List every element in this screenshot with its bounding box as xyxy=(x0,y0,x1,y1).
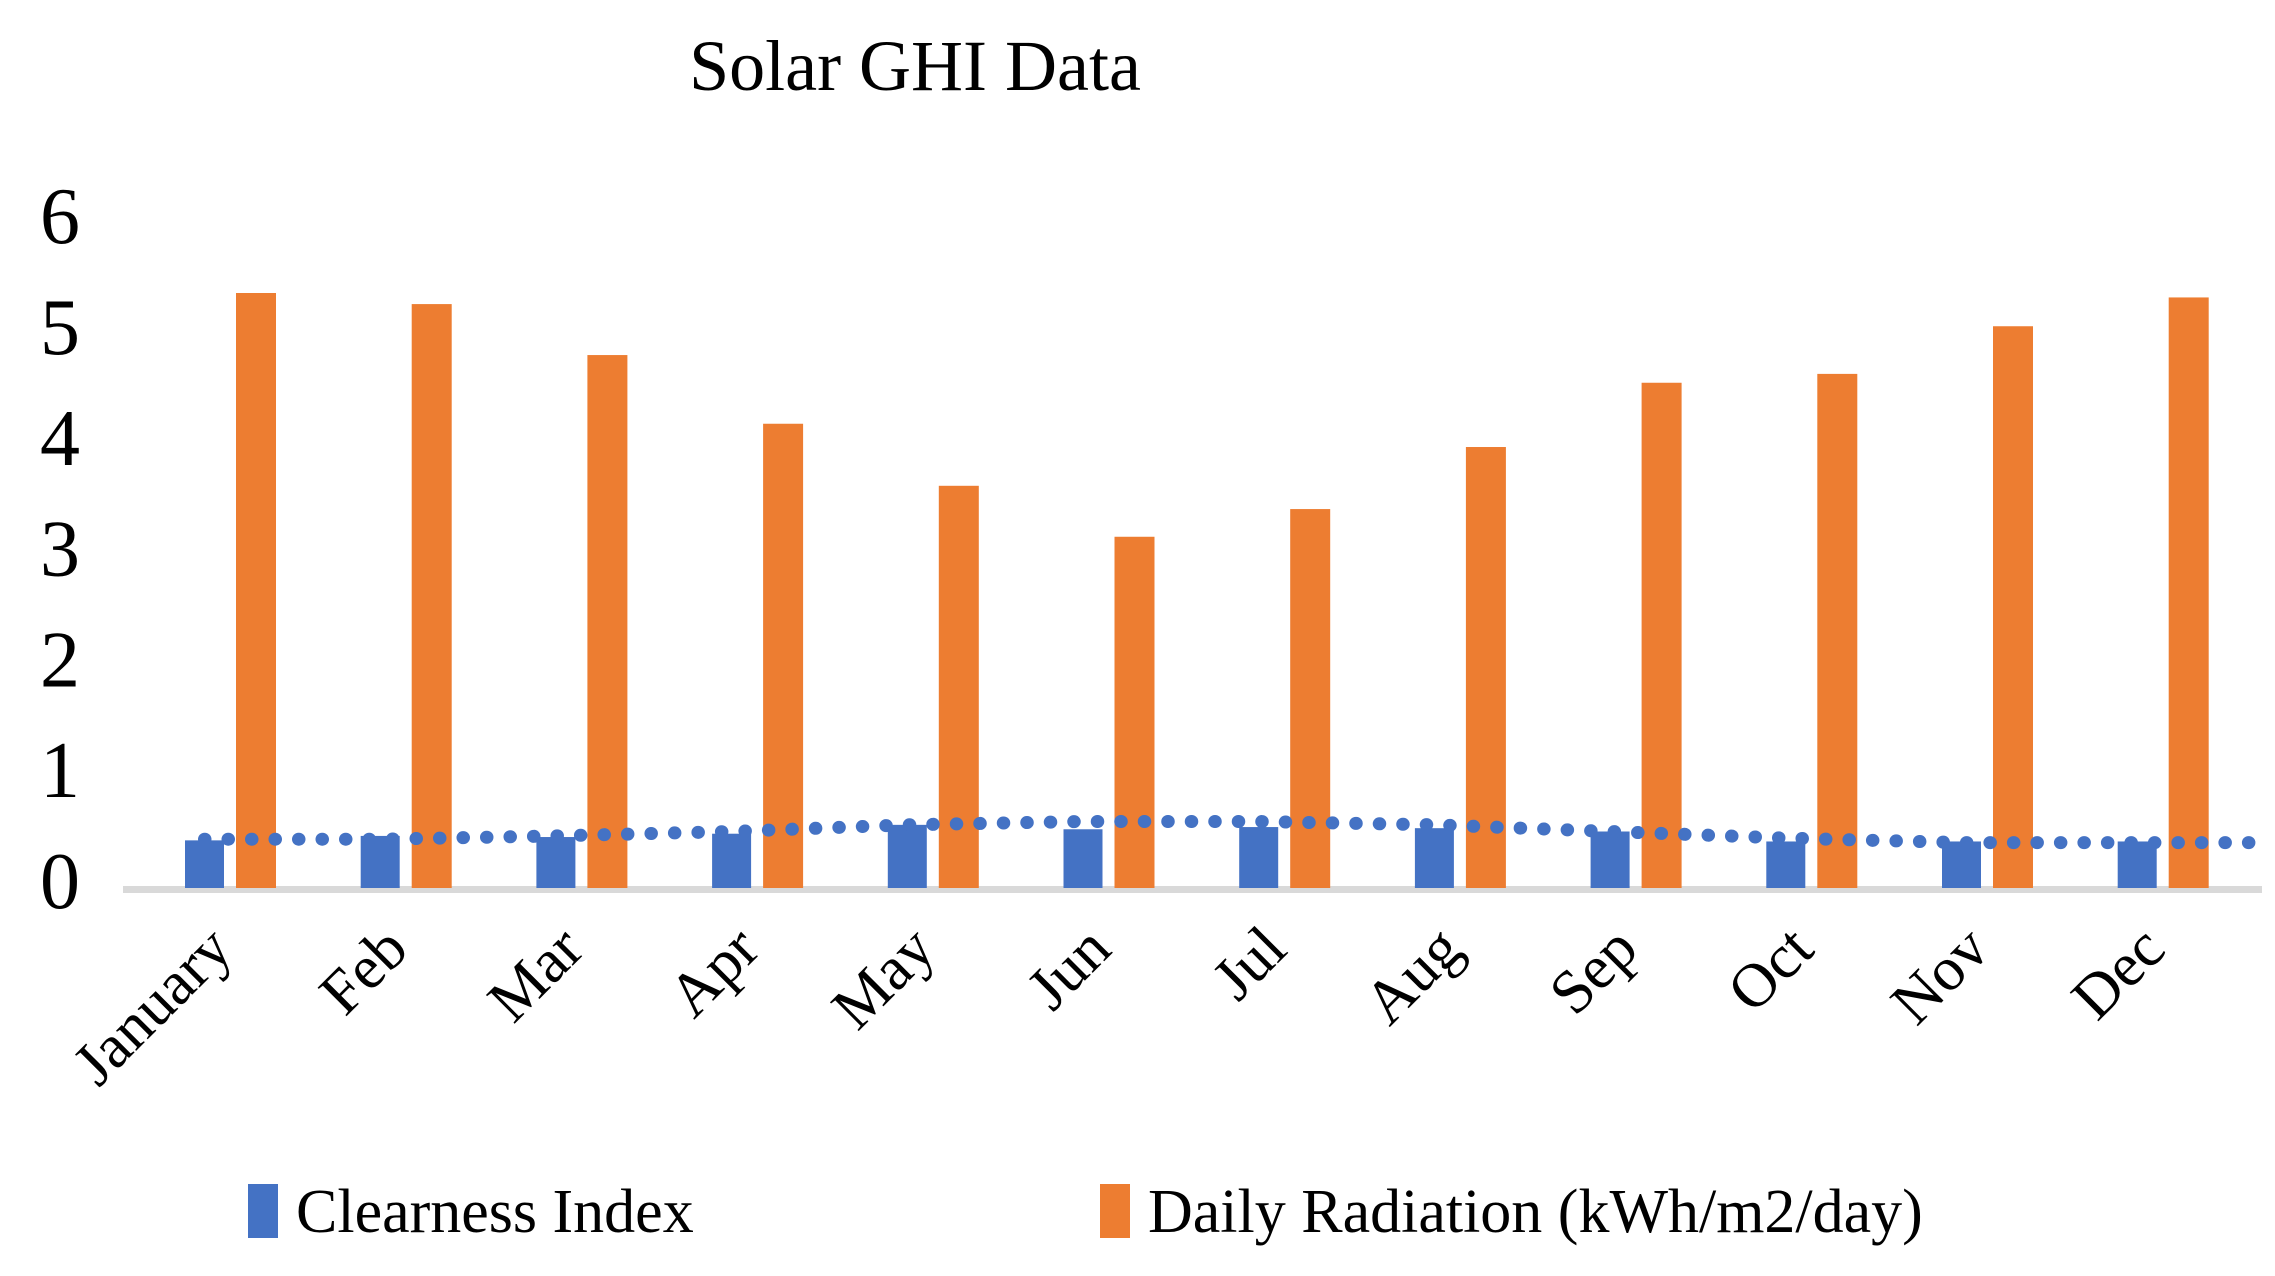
x-axis-category-label-dec: Dec xyxy=(2059,914,2178,1033)
chart-title: Solar GHI Data xyxy=(689,26,1141,106)
x-axis-category-label-nov: Nov xyxy=(1878,914,2002,1038)
y-axis-tick-label-6: 6 xyxy=(40,173,80,261)
bar-daily-radiation-january xyxy=(236,293,276,888)
bar-clearness-index-jun xyxy=(1063,829,1103,888)
bar-daily-radiation-oct xyxy=(1817,373,1858,888)
y-axis-tick-label-4: 4 xyxy=(40,395,80,483)
x-axis-category-label-sep: Sep xyxy=(1537,914,1651,1028)
x-axis-category-label-january: January xyxy=(60,914,244,1098)
bar-daily-radiation-nov xyxy=(1993,326,2033,888)
plot-area: 0 1 2 3 4 5 6 January Feb Mar Apr May Jun Jul Aug Sep Oc… xyxy=(40,173,2262,1098)
bar-clearness-index-may xyxy=(887,824,927,888)
bar-clearness-index-oct xyxy=(1766,841,1806,888)
x-axis-category-label-mar: Mar xyxy=(475,914,596,1035)
bar-daily-radiation-apr xyxy=(763,423,804,888)
bar-clearness-index-nov xyxy=(1942,841,1981,888)
legend-label-daily-radiation: Daily Radiation (kWh/m2/day) xyxy=(1148,1178,1923,1246)
bar-daily-radiation-mar xyxy=(587,355,628,888)
legend-swatch-daily-radiation xyxy=(1100,1184,1130,1238)
x-axis-category-label-feb: Feb xyxy=(307,914,421,1028)
bar-daily-radiation-jun xyxy=(1114,536,1155,888)
x-axis-category-label-jul: Jul xyxy=(1200,914,1299,1013)
bar-daily-radiation-jul xyxy=(1290,509,1331,888)
bar-clearness-index-jul xyxy=(1239,827,1279,888)
legend: Clearness Index Daily Radiation (kWh/m2/… xyxy=(248,1178,1923,1246)
y-axis-tick-label-3: 3 xyxy=(40,506,80,594)
y-axis-tick-label-0: 0 xyxy=(40,838,80,926)
x-axis-category-label-aug: Aug xyxy=(1351,914,1475,1038)
bar-clearness-index-dec xyxy=(2117,841,2157,888)
x-axis-category-label-apr: Apr xyxy=(656,914,773,1031)
bar-clearness-index-mar xyxy=(536,837,576,888)
x-axis-category-label-oct: Oct xyxy=(1715,914,1826,1025)
trendline-dotted xyxy=(198,815,2262,850)
y-axis-tick-label-1: 1 xyxy=(40,727,80,815)
x-axis-line xyxy=(123,886,2262,893)
bar-clearness-index-sep xyxy=(1590,831,1630,888)
bar-daily-radiation-sep xyxy=(1641,382,1682,888)
bar-daily-radiation-aug xyxy=(1465,447,1506,888)
bar-clearness-index-aug xyxy=(1414,828,1454,888)
bar-clearness-index-january xyxy=(185,840,224,888)
x-axis-category-label-may: May xyxy=(819,914,947,1042)
bar-daily-radiation-dec xyxy=(2168,297,2209,888)
legend-swatch-clearness-index xyxy=(248,1184,278,1238)
bar-clearness-index-apr xyxy=(712,833,752,888)
y-axis-tick-label-2: 2 xyxy=(40,616,80,704)
legend-label-clearness-index: Clearness Index xyxy=(296,1178,694,1246)
bar-daily-radiation-feb xyxy=(411,304,452,889)
y-axis-tick-label-5: 5 xyxy=(40,284,80,372)
x-axis-category-label-jun: Jun xyxy=(1014,914,1123,1023)
